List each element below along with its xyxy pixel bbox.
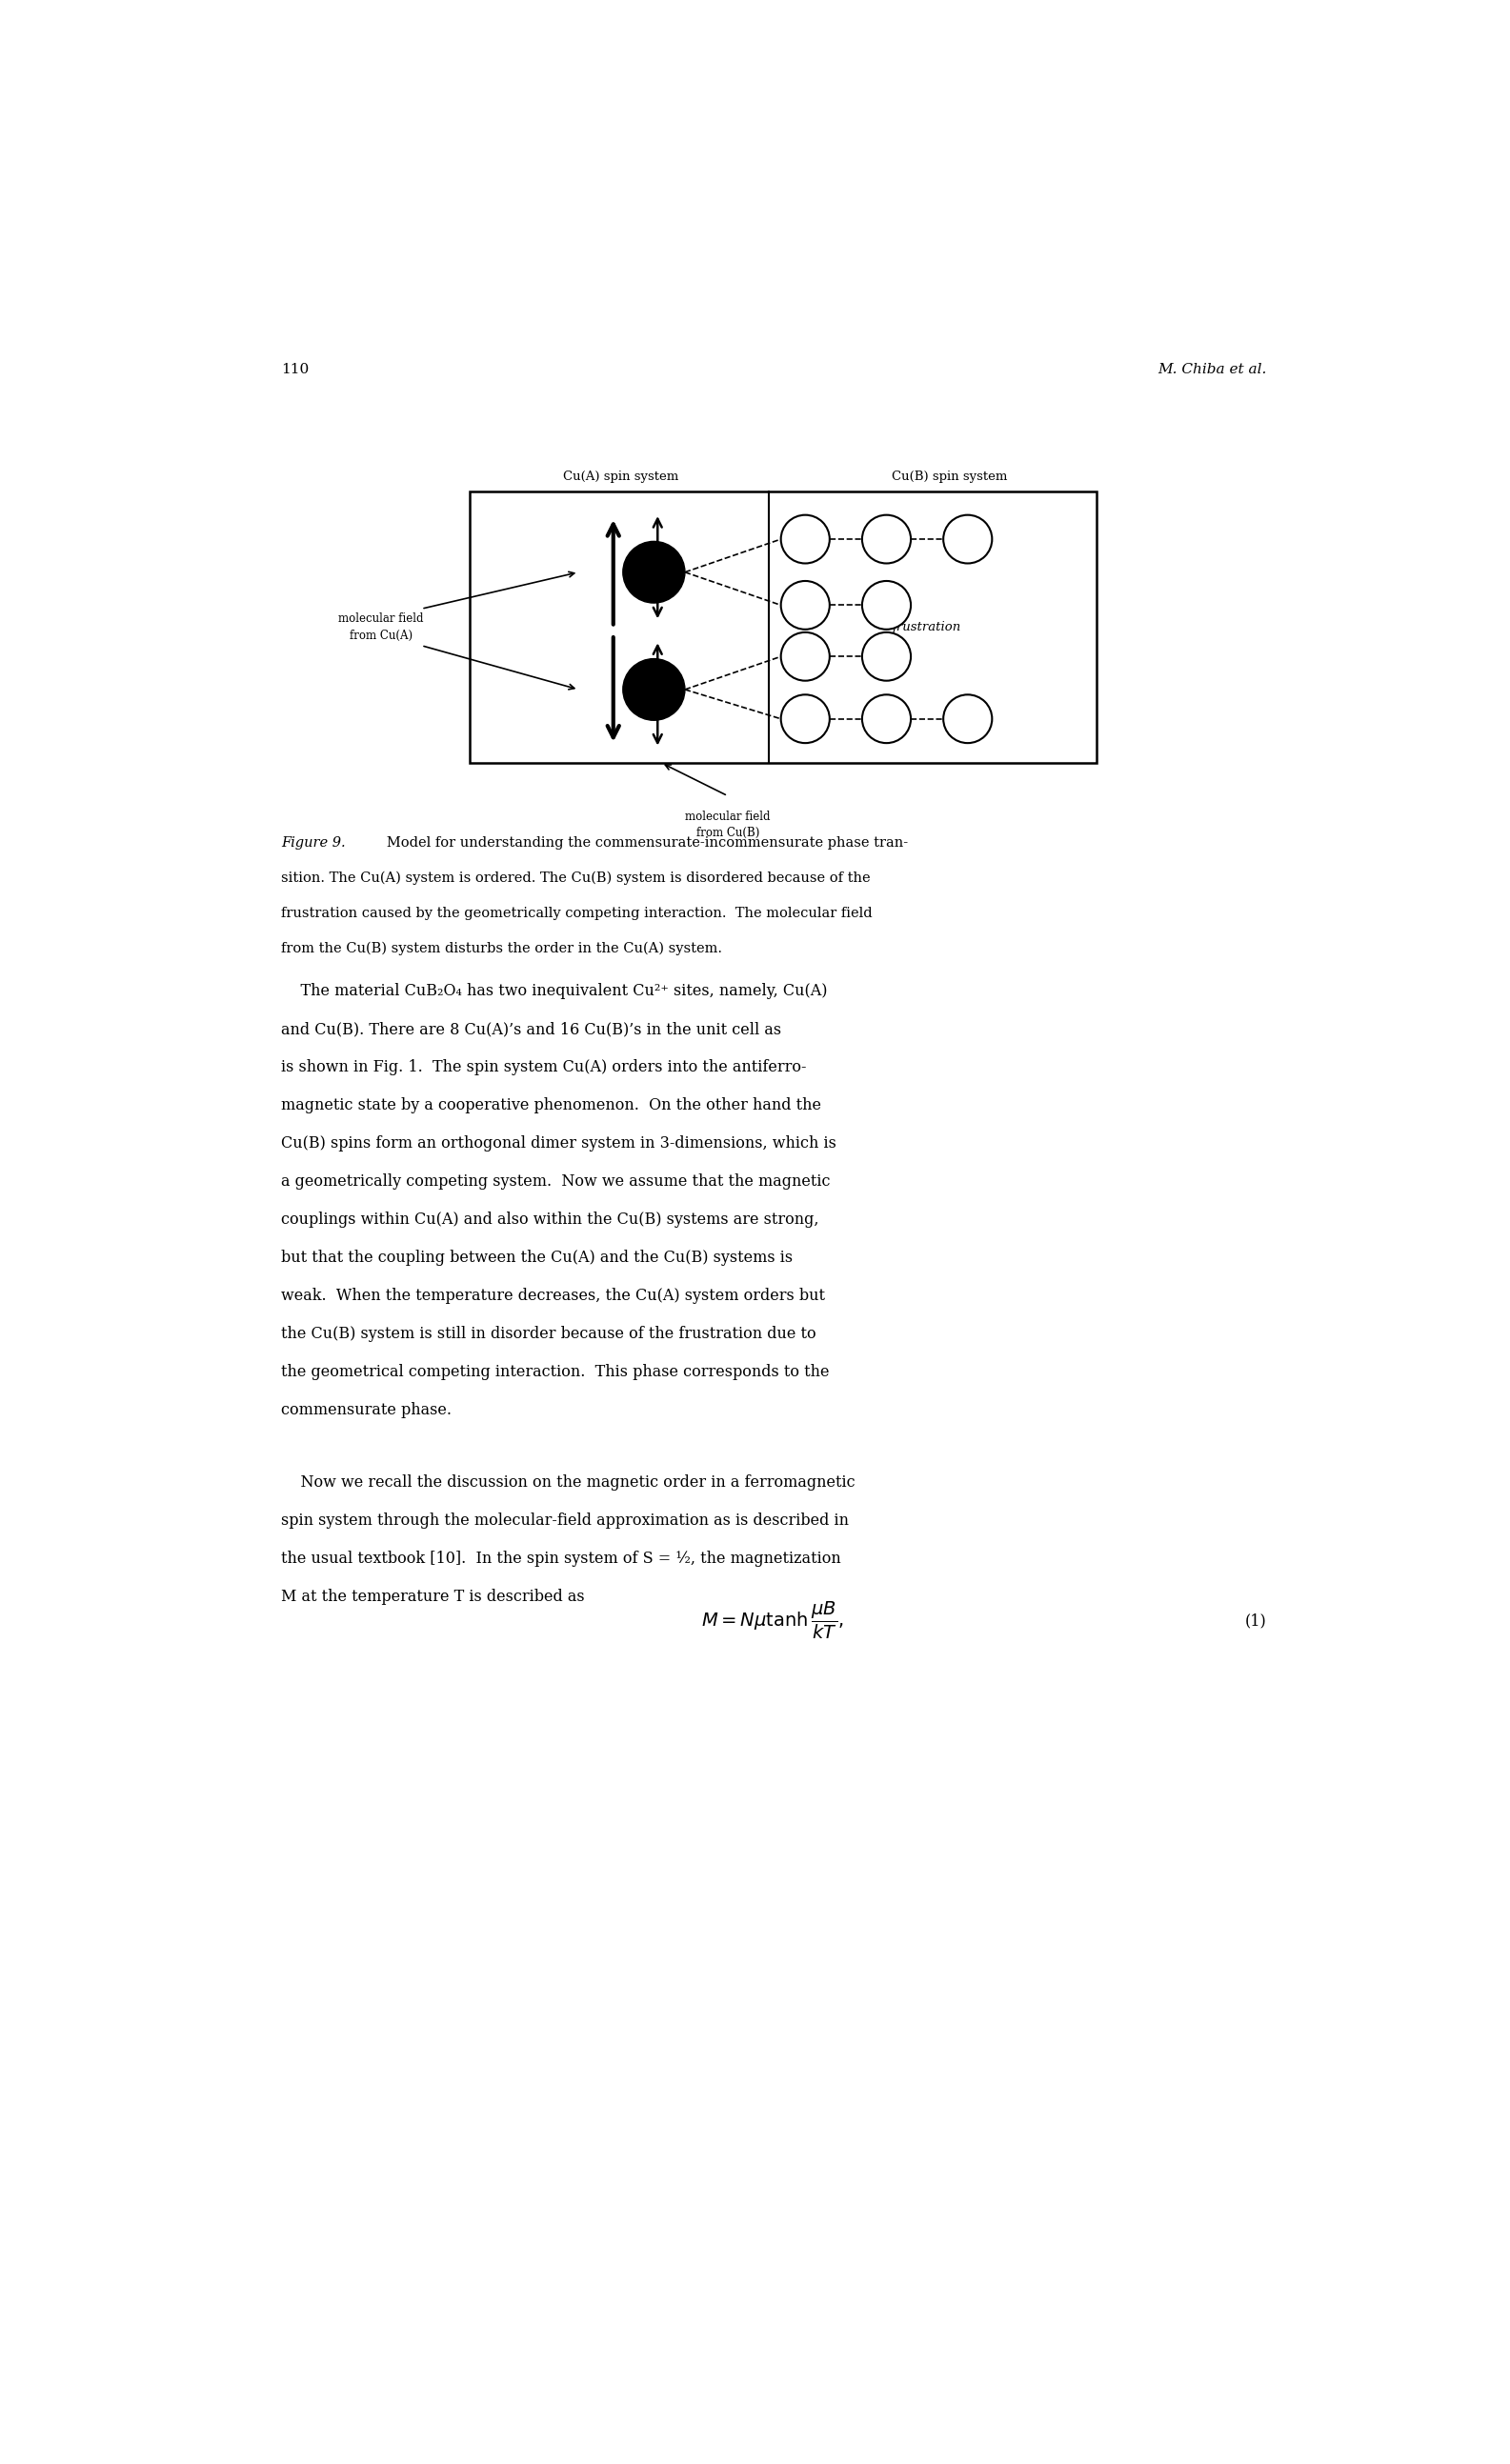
Text: molecular field
from Cu(B): molecular field from Cu(B) (686, 811, 770, 840)
Text: 110: 110 (281, 362, 310, 377)
Text: M. Chiba et al.: M. Chiba et al. (1158, 362, 1267, 377)
Text: magnetic state by a cooperative phenomenon.  On the other hand the: magnetic state by a cooperative phenomen… (281, 1096, 821, 1114)
Circle shape (944, 695, 992, 744)
Bar (470, 490, 1096, 764)
Text: Model for understanding the commensurate-incommensurate phase tran-: Model for understanding the commensurate… (373, 835, 908, 850)
Text: M at the temperature T is described as: M at the temperature T is described as (281, 1589, 584, 1604)
Ellipse shape (624, 542, 686, 604)
Text: is shown in Fig. 1.  The spin system Cu(A) orders into the antiferro-: is shown in Fig. 1. The spin system Cu(A… (281, 1060, 806, 1074)
Text: frustration: frustration (892, 621, 962, 633)
Circle shape (862, 695, 911, 744)
Circle shape (781, 515, 829, 564)
Text: from the Cu(B) system disturbs the order in the Cu(A) system.: from the Cu(B) system disturbs the order… (281, 941, 722, 956)
Circle shape (862, 582, 911, 628)
Text: a geometrically competing system.  Now we assume that the magnetic: a geometrically competing system. Now we… (281, 1173, 830, 1190)
Text: sition. The Cu(A) system is ordered. The Cu(B) system is disordered because of t: sition. The Cu(A) system is ordered. The… (281, 872, 870, 885)
Circle shape (862, 633, 911, 680)
Text: the geometrical competing interaction.  This phase corresponds to the: the geometrical competing interaction. T… (281, 1365, 829, 1380)
Circle shape (781, 633, 829, 680)
Ellipse shape (624, 658, 686, 719)
Text: and Cu(B). There are 8 Cu(A)’s and 16 Cu(B)’s in the unit cell as: and Cu(B). There are 8 Cu(A)’s and 16 Cu… (281, 1020, 781, 1037)
Text: Cu(A) spin system: Cu(A) spin system (563, 471, 678, 483)
Text: The material CuB₂O₄ has two inequivalent Cu²⁺ sites, namely, Cu(A): The material CuB₂O₄ has two inequivalent… (281, 983, 827, 998)
Text: Cu(B) spin system: Cu(B) spin system (891, 471, 1007, 483)
Text: weak.  When the temperature decreases, the Cu(A) system orders but: weak. When the temperature decreases, th… (281, 1289, 824, 1303)
Text: Figure 9.: Figure 9. (281, 835, 346, 850)
Text: (1): (1) (1246, 1614, 1267, 1629)
Text: the usual textbook [10].  In the spin system of S = ½, the magnetization: the usual textbook [10]. In the spin sys… (281, 1550, 841, 1567)
Circle shape (781, 582, 829, 628)
Circle shape (862, 515, 911, 564)
Text: molecular field
from Cu(A): molecular field from Cu(A) (338, 614, 423, 641)
Text: but that the coupling between the Cu(A) and the Cu(B) systems is: but that the coupling between the Cu(A) … (281, 1249, 793, 1266)
Circle shape (944, 515, 992, 564)
Text: couplings within Cu(A) and also within the Cu(B) systems are strong,: couplings within Cu(A) and also within t… (281, 1212, 818, 1227)
Text: the Cu(B) system is still in disorder because of the frustration due to: the Cu(B) system is still in disorder be… (281, 1326, 815, 1343)
Text: commensurate phase.: commensurate phase. (281, 1402, 451, 1419)
Text: Now we recall the discussion on the magnetic order in a ferromagnetic: Now we recall the discussion on the magn… (281, 1473, 855, 1491)
Circle shape (781, 695, 829, 744)
Text: spin system through the molecular-field approximation as is described in: spin system through the molecular-field … (281, 1513, 849, 1528)
Text: Cu(B) spins form an orthogonal dimer system in 3-dimensions, which is: Cu(B) spins form an orthogonal dimer sys… (281, 1136, 837, 1151)
Text: frustration caused by the geometrically competing interaction.  The molecular fi: frustration caused by the geometrically … (281, 907, 873, 919)
Text: $M = N\mu \tanh \dfrac{\mu B}{kT},$: $M = N\mu \tanh \dfrac{\mu B}{kT},$ (701, 1602, 844, 1641)
